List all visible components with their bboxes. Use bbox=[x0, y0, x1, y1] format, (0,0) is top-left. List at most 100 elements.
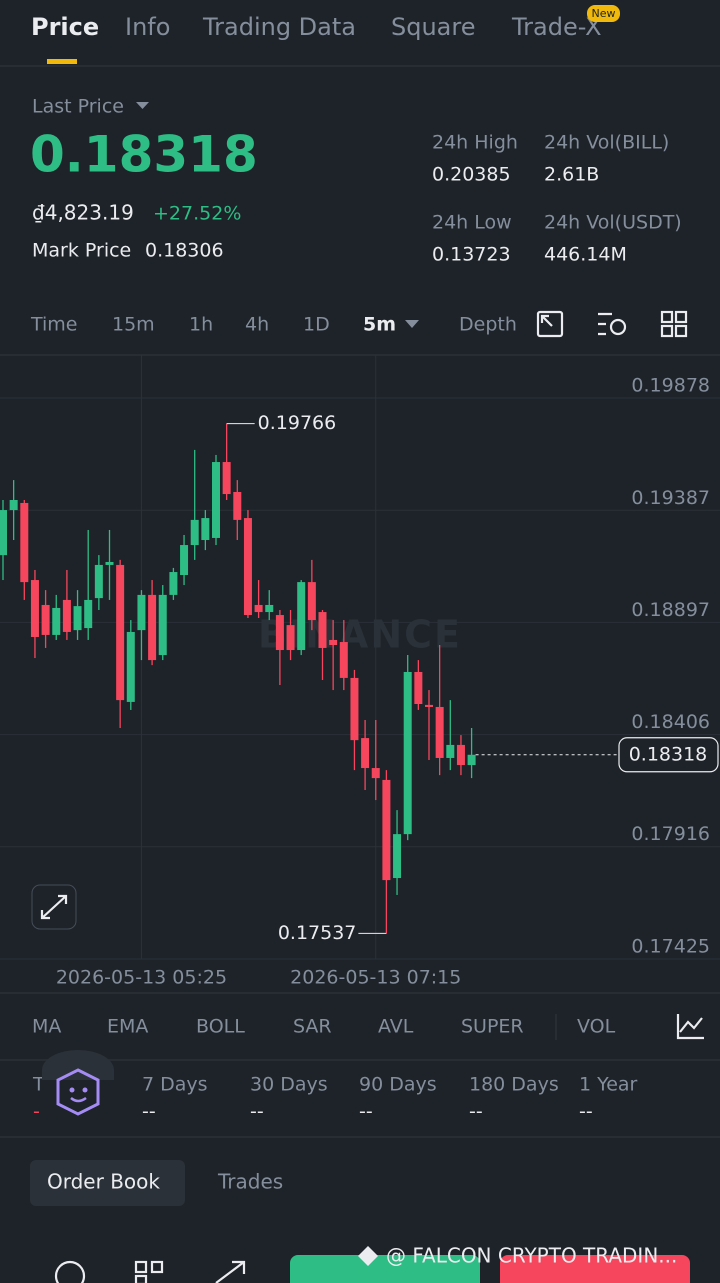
x-tick-label: 2026-05-13 07:15 bbox=[290, 967, 461, 989]
period-label: 1 Year bbox=[579, 1074, 638, 1096]
indicator[interactable]: SUPER bbox=[461, 1016, 524, 1038]
period-label: 7 Days bbox=[142, 1074, 208, 1096]
indicator[interactable]: MA bbox=[32, 1016, 61, 1038]
candle-body bbox=[275, 615, 284, 651]
indicator[interactable]: VOL bbox=[577, 1016, 616, 1038]
mark-price: 0.18306 bbox=[145, 240, 224, 262]
indicator[interactable]: SAR bbox=[293, 1016, 332, 1038]
indicator[interactable]: EMA bbox=[107, 1016, 148, 1038]
candle-body bbox=[126, 631, 135, 702]
candle-body bbox=[84, 599, 93, 629]
candle-body bbox=[222, 462, 231, 495]
y-tick-label: 0.19387 bbox=[631, 487, 710, 509]
candle-body bbox=[467, 754, 476, 766]
candle-body bbox=[201, 518, 210, 541]
sell-button[interactable] bbox=[500, 1255, 690, 1283]
candle-body bbox=[137, 594, 146, 631]
candle-body bbox=[371, 768, 380, 779]
y-tick-label: 0.17916 bbox=[631, 823, 710, 845]
change: +27.52% bbox=[153, 203, 241, 225]
period-label: T bbox=[32, 1074, 45, 1096]
y-tick-label: 0.17425 bbox=[631, 936, 710, 958]
candle-body bbox=[116, 564, 125, 701]
candle-body bbox=[148, 594, 157, 661]
candle-body bbox=[286, 625, 295, 651]
candle-body bbox=[254, 604, 263, 613]
candle-body bbox=[456, 744, 465, 766]
candle-body bbox=[318, 612, 327, 648]
candle-body bbox=[190, 519, 199, 546]
chart: 0.19878 0.19387 0.18897 0.18406 0.17916 0.174… bbox=[0, 355, 720, 989]
buy-button[interactable] bbox=[290, 1255, 480, 1283]
tab-label[interactable]: Trades bbox=[217, 1170, 283, 1194]
period-label: 30 Days bbox=[250, 1074, 328, 1096]
candle-body bbox=[158, 594, 167, 656]
tab[interactable]: Trading Data bbox=[202, 13, 356, 41]
candle-body bbox=[105, 561, 114, 565]
candle-body bbox=[403, 671, 412, 835]
interval[interactable]: 1D bbox=[303, 314, 330, 336]
interval[interactable]: 15m bbox=[112, 314, 155, 336]
assistant-icon[interactable] bbox=[42, 1050, 114, 1116]
period-value: -- bbox=[142, 1101, 156, 1123]
fullscreen-button[interactable] bbox=[31, 884, 77, 930]
period-label: 90 Days bbox=[359, 1074, 437, 1096]
dropdown-icon bbox=[136, 102, 149, 109]
candle-body bbox=[446, 744, 455, 758]
interval[interactable]: Depth bbox=[459, 314, 517, 336]
watermark-logo bbox=[358, 1246, 378, 1266]
interval[interactable]: Time bbox=[30, 314, 78, 336]
candle-body bbox=[393, 834, 402, 879]
indicator[interactable]: AVL bbox=[378, 1016, 414, 1038]
tab[interactable]: Info bbox=[125, 13, 170, 41]
candle-body bbox=[20, 502, 29, 583]
period-value: -- bbox=[579, 1101, 593, 1123]
candle-body bbox=[73, 606, 82, 631]
y-tick-label: 0.18897 bbox=[631, 599, 710, 621]
candle-body bbox=[212, 462, 220, 538]
interval[interactable]: 4h bbox=[245, 314, 269, 336]
interval[interactable]: 1h bbox=[189, 314, 213, 336]
tab[interactable]: Square bbox=[391, 13, 476, 41]
tab[interactable]: Price bbox=[31, 13, 99, 41]
stat-label: 24h High bbox=[432, 132, 518, 154]
candle-body bbox=[169, 572, 178, 595]
period-value: -- bbox=[469, 1101, 483, 1123]
x-tick-label: 2026-05-13 05:25 bbox=[56, 967, 227, 989]
bottom-icons[interactable] bbox=[54, 1260, 246, 1283]
indicator[interactable]: BOLL bbox=[196, 1016, 245, 1038]
candle-body bbox=[339, 642, 348, 678]
period-value: - bbox=[33, 1101, 40, 1123]
tab[interactable]: Trade-X bbox=[511, 13, 602, 41]
tab-indicator bbox=[47, 59, 77, 64]
watermark: @ FALCON CRYPTO TRADIN... bbox=[386, 1244, 677, 1268]
stat-value: 446.14M bbox=[544, 244, 627, 266]
max-label: 0.19766 bbox=[258, 412, 337, 434]
candle-body bbox=[30, 580, 39, 637]
current-price-label: 0.18318 bbox=[629, 743, 708, 765]
indicator-settings[interactable] bbox=[676, 1014, 704, 1040]
stat-value: 0.13723 bbox=[432, 244, 511, 266]
tab-label: Order Book bbox=[47, 1170, 160, 1194]
new-badge bbox=[587, 5, 620, 22]
candle-body bbox=[350, 677, 359, 741]
candle-body bbox=[243, 518, 252, 616]
candle-body bbox=[180, 545, 189, 576]
new-badge-text: New bbox=[592, 7, 616, 20]
interval[interactable]: 5m bbox=[363, 314, 396, 336]
candle-body bbox=[329, 639, 338, 645]
candle-body bbox=[41, 604, 50, 635]
candle-body bbox=[361, 738, 370, 769]
candle-body bbox=[414, 671, 423, 704]
stat-label: 24h Vol(USDT) bbox=[544, 212, 682, 234]
mark-price-label: Mark Price bbox=[32, 240, 131, 262]
last-price-label[interactable]: Last Price bbox=[32, 96, 124, 118]
fullscreen-icon bbox=[40, 894, 68, 920]
candle-body bbox=[62, 599, 71, 632]
candle-body bbox=[265, 604, 274, 613]
period-value: -- bbox=[359, 1101, 373, 1123]
order-book-tab[interactable] bbox=[30, 1160, 185, 1206]
stat-value: 0.20385 bbox=[432, 164, 511, 186]
dropdown-icon bbox=[405, 320, 419, 328]
toolbar-icons[interactable] bbox=[536, 310, 688, 338]
